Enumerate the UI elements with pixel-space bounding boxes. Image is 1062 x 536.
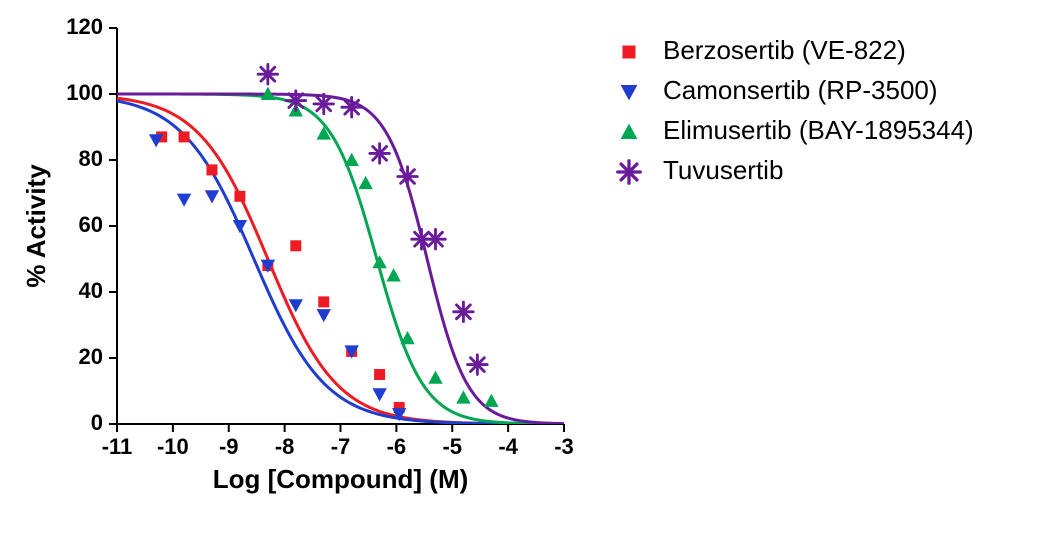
legend: Berzosertib (VE-822) Camonsertib (RP-3500…	[618, 35, 974, 185]
legend-item: Elimusertib (BAY-1895344)	[621, 115, 974, 145]
x-axis-label: Log [Compound] (M)	[213, 464, 469, 494]
y-tick-label: 0	[91, 410, 103, 435]
y-tick-label: 100	[66, 80, 103, 105]
fit-curve	[117, 98, 564, 424]
marker-square	[290, 240, 301, 251]
x-tick-label: -6	[387, 434, 407, 459]
marker-triangle-down	[372, 388, 386, 401]
x-tick-label: -10	[157, 434, 189, 459]
marker-triangle-down	[177, 194, 191, 207]
fit-curve	[117, 94, 564, 424]
legend-item: Camonsertib (RP-3500)	[621, 75, 938, 105]
marker-square	[206, 164, 217, 175]
marker-triangle-up	[372, 255, 386, 268]
marker-triangle-up	[358, 176, 372, 189]
marker-triangle-up	[400, 331, 414, 344]
marker-triangle-up	[344, 153, 358, 166]
y-tick-label: 40	[79, 278, 103, 303]
x-tick-label: -4	[498, 434, 518, 459]
marker-triangle-down	[317, 309, 331, 322]
marker-triangle-up	[484, 394, 498, 407]
y-axis-label: % Activity	[21, 164, 51, 288]
marker-triangle-down	[621, 85, 638, 100]
marker-triangle-up	[456, 390, 470, 403]
marker-square	[234, 191, 245, 202]
x-tick-label: -8	[275, 434, 295, 459]
x-tick-label: -5	[442, 434, 462, 459]
marker-square	[318, 296, 329, 307]
y-tick-label: 80	[79, 146, 103, 171]
marker-triangle-up	[386, 268, 400, 281]
marker-triangle-down	[233, 220, 247, 233]
marker-square	[179, 131, 190, 142]
y-tick-label: 60	[79, 212, 103, 237]
legend-item: Tuvusertib	[618, 155, 784, 185]
x-tick-label: -7	[331, 434, 351, 459]
series-points	[149, 134, 406, 421]
x-tick-label: -11	[102, 434, 133, 459]
legend-label: Camonsertib (RP-3500)	[663, 75, 938, 105]
y-tick-label: 120	[66, 14, 103, 39]
marker-square	[623, 46, 636, 59]
legend-item: Berzosertib (VE-822)	[623, 35, 906, 65]
legend-label: Berzosertib (VE-822)	[663, 35, 906, 65]
fit-curve	[117, 94, 564, 424]
marker-triangle-down	[205, 190, 219, 203]
series-points	[156, 131, 404, 413]
legend-label: Tuvusertib	[663, 155, 783, 185]
x-tick-label: -9	[219, 434, 239, 459]
fit-curves	[117, 94, 564, 424]
chart-container: { "chart": { "type": "dose-response", "w…	[0, 0, 1062, 536]
y-tick-label: 20	[79, 344, 103, 369]
legend-label: Elimusertib (BAY-1895344)	[663, 115, 974, 145]
marker-square	[374, 369, 385, 380]
dose-response-chart: 0 20 40 60 80 100 120 -11 -10 -9 -8 -7 -6 -5 -4 -3 % Act…	[0, 0, 1062, 536]
x-tick-label: -3	[554, 434, 574, 459]
marker-triangle-up	[621, 124, 638, 139]
marker-triangle-up	[428, 371, 442, 384]
